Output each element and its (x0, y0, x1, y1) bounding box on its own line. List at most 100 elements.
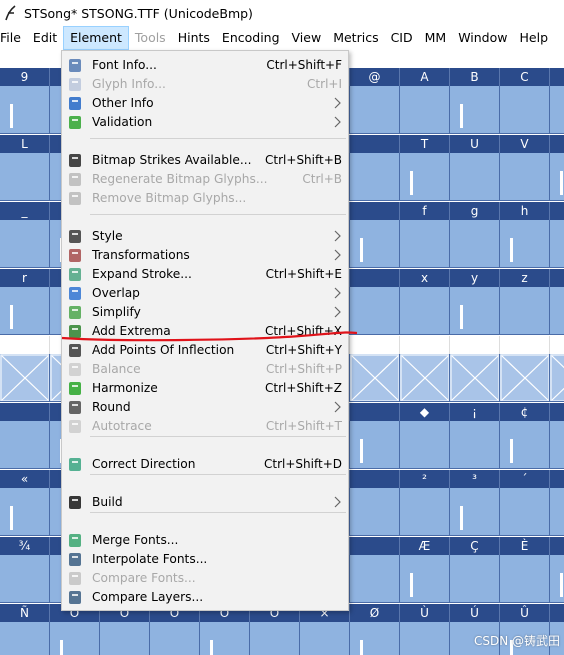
menu-item-glyph-info[interactable]: Glyph Info... Ctrl+I (63, 75, 348, 94)
menu-window[interactable]: Window (458, 30, 508, 45)
glyph-cell[interactable] (400, 354, 450, 402)
menu-cid[interactable]: CID (390, 30, 413, 45)
menu-item-build[interactable]: Build (63, 493, 348, 512)
glyph-cell[interactable] (400, 488, 450, 536)
glyph-cell[interactable] (0, 86, 50, 134)
menu-item-correct-direction[interactable]: Correct Direction Ctrl+Shift+D (63, 455, 348, 474)
glyph-cell[interactable] (0, 153, 50, 201)
menu-mm[interactable]: MM (424, 30, 447, 45)
menu-item-compare-layers[interactable]: Compare Layers... (63, 588, 348, 607)
glyph-cell[interactable] (450, 555, 500, 603)
glyph-cell[interactable] (450, 220, 500, 268)
menu-element[interactable]: Element (63, 26, 129, 50)
glyph-cell[interactable] (0, 220, 50, 268)
menu-item-balance[interactable]: Balance Ctrl+Shift+P (63, 360, 348, 379)
glyph-cell[interactable] (550, 86, 564, 134)
glyph-cell[interactable] (350, 555, 400, 603)
glyph-cell[interactable] (500, 153, 550, 201)
menu-item-expand-stroke[interactable]: Expand Stroke... Ctrl+Shift+E (63, 265, 348, 284)
menu-tools[interactable]: Tools (134, 30, 166, 45)
glyph-cell[interactable] (450, 488, 500, 536)
glyph-cell[interactable] (450, 86, 500, 134)
menu-item-remove-bitmap-glyphs[interactable]: Remove Bitmap Glyphs... (63, 189, 348, 208)
menu-metrics[interactable]: Metrics (333, 30, 379, 45)
glyph-cell[interactable] (450, 287, 500, 335)
glyph-cell[interactable] (0, 287, 50, 335)
glyph-cell[interactable] (350, 354, 400, 402)
glyph-cell[interactable] (550, 220, 564, 268)
menu-help[interactable]: Help (519, 30, 549, 45)
menu-item-validation[interactable]: Validation (63, 113, 348, 132)
glyph-cell[interactable] (400, 287, 450, 335)
glyph-cell[interactable] (550, 488, 564, 536)
glyph-cell[interactable] (550, 153, 564, 201)
glyph-cell[interactable] (400, 220, 450, 268)
menu-item-simplify[interactable]: Simplify (63, 303, 348, 322)
menu-item-overlap[interactable]: Overlap (63, 284, 348, 303)
glyph-cell[interactable] (500, 287, 550, 335)
menu-item-compare-fonts[interactable]: Compare Fonts... (63, 569, 348, 588)
menu-item-other-info[interactable]: Other Info (63, 94, 348, 113)
glyph-label: _ (0, 202, 50, 220)
glyph-cell[interactable] (550, 287, 564, 335)
glyph-cell[interactable] (0, 555, 50, 603)
glyph-cell[interactable] (350, 622, 400, 655)
glyph-cell[interactable] (0, 488, 50, 536)
glyph-cell[interactable] (350, 153, 400, 201)
glyph-cell[interactable] (350, 421, 400, 469)
glyph-cell[interactable] (400, 86, 450, 134)
glyph-cell[interactable] (0, 622, 50, 655)
glyph-cell[interactable] (550, 555, 564, 603)
menu-item-add-points-of-inflection[interactable]: Add Points Of Inflection Ctrl+Shift+Y (63, 341, 348, 360)
glyph-cell[interactable] (550, 354, 564, 402)
glyph-cell[interactable] (500, 421, 550, 469)
menu-item-add-extrema[interactable]: Add Extrema Ctrl+Shift+X (63, 322, 348, 341)
glyph-cell[interactable] (500, 622, 550, 655)
glyph-cell[interactable] (450, 354, 500, 402)
glyph-label: ¢ (500, 403, 550, 421)
glyph-cell[interactable] (350, 488, 400, 536)
glyph-cell[interactable] (0, 421, 50, 469)
menu-item-merge-fonts[interactable]: Merge Fonts... (63, 531, 348, 550)
glyph-cell[interactable] (450, 622, 500, 655)
glyph-cell[interactable] (0, 354, 50, 402)
glyph-cell[interactable] (50, 622, 100, 655)
glyph-cell[interactable] (500, 354, 550, 402)
glyph-stroke (210, 640, 213, 655)
glyph-cell[interactable] (200, 622, 250, 655)
glyph-label: L (0, 135, 50, 153)
glyph-cell[interactable] (100, 622, 150, 655)
glyph-cell[interactable] (550, 622, 564, 655)
glyph-cell[interactable] (550, 421, 564, 469)
menu-item-bitmap-strikes-available[interactable]: Bitmap Strikes Available... Ctrl+Shift+B (63, 151, 348, 170)
menu-encoding[interactable]: Encoding (221, 30, 280, 45)
glyph-cell[interactable] (500, 220, 550, 268)
menu-item-font-info[interactable]: Font Info... Ctrl+Shift+F (63, 56, 348, 75)
glyph-cell[interactable] (500, 555, 550, 603)
glyph-cell[interactable] (350, 220, 400, 268)
menu-item-style[interactable]: Style (63, 227, 348, 246)
glyph-cell[interactable] (400, 421, 450, 469)
menu-item-transformations[interactable]: Transformations (63, 246, 348, 265)
glyph-cell[interactable] (350, 86, 400, 134)
menu-hints[interactable]: Hints (177, 30, 210, 45)
glyph-cell[interactable] (300, 622, 350, 655)
glyph-cell[interactable] (400, 555, 450, 603)
glyph-cell[interactable] (400, 153, 450, 201)
glyph-cell[interactable] (400, 622, 450, 655)
glyph-cell[interactable] (250, 622, 300, 655)
glyph-cell[interactable] (500, 86, 550, 134)
glyph-cell[interactable] (450, 421, 500, 469)
glyph-cell[interactable] (450, 153, 500, 201)
glyph-cell[interactable] (500, 488, 550, 536)
menu-item-harmonize[interactable]: Harmonize Ctrl+Shift+Z (63, 379, 348, 398)
menu-item-interpolate-fonts[interactable]: Interpolate Fonts... (63, 550, 348, 569)
menu-item-round[interactable]: Round (63, 398, 348, 417)
menu-item-autotrace[interactable]: Autotrace Ctrl+Shift+T (63, 417, 348, 436)
glyph-cell[interactable] (150, 622, 200, 655)
menu-view[interactable]: View (291, 30, 322, 45)
glyph-cell[interactable] (350, 287, 400, 335)
menu-item-regenerate-bitmap-glyphs[interactable]: Regenerate Bitmap Glyphs... Ctrl+B (63, 170, 348, 189)
menu-edit[interactable]: Edit (32, 30, 58, 45)
menu-file[interactable]: File (0, 30, 21, 45)
